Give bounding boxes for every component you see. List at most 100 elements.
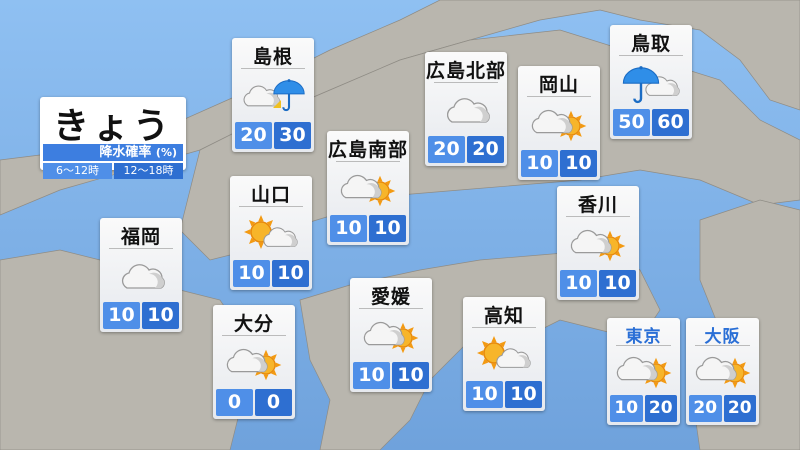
cloud-icon (340, 174, 382, 199)
cloud-icon (570, 229, 612, 254)
forecast-card: 岡山 10 10 (518, 66, 600, 180)
precip-afternoon: 10 (505, 381, 542, 408)
divider (336, 161, 400, 162)
precip-morning: 10 (466, 381, 503, 408)
area-name: 鳥取 (630, 33, 671, 55)
area-name: 愛媛 (370, 286, 411, 308)
precip-afternoon: 10 (560, 150, 597, 177)
forecast-card: 大分 0 0 (213, 305, 295, 419)
precip-afternoon: 10 (369, 215, 406, 242)
precip-afternoon: 60 (652, 109, 689, 136)
area-name: 高知 (483, 305, 524, 327)
divider (695, 345, 750, 346)
divider (359, 308, 423, 309)
precip-morning: 20 (235, 122, 272, 149)
precip-morning: 10 (233, 260, 270, 287)
period-morning: 6～12時 (43, 163, 112, 179)
forecast-card: 高知 10 10 (463, 297, 545, 411)
cloud-icon (531, 109, 573, 134)
cloud-sun-weather-icon (616, 356, 672, 389)
precip-morning: 10 (330, 215, 367, 242)
precip-afternoon: 20 (467, 136, 504, 163)
forecast-card: 香川 10 10 (557, 186, 639, 300)
precip-afternoon: 10 (599, 270, 636, 297)
cloud-sun-weather-icon (340, 174, 396, 207)
forecast-card: 広島北部 20 20 (425, 52, 507, 166)
precip-values: 10 10 (103, 302, 179, 329)
precip-afternoon: 0 (255, 389, 292, 416)
divider (239, 206, 303, 207)
precip-morning: 10 (353, 362, 390, 389)
precip-values: 50 60 (613, 109, 689, 136)
area-name: 岡山 (538, 74, 579, 96)
precip-afternoon: 10 (392, 362, 429, 389)
precip-afternoon: 10 (142, 302, 179, 329)
cloud-icon (363, 321, 405, 346)
period-afternoon: 12～18時 (114, 163, 183, 179)
umbrella-cloud-weather-icon (622, 66, 680, 104)
cloud-weather-icon (121, 264, 165, 289)
cloud-sun-weather-icon (363, 321, 419, 354)
forecast-card: 広島南部 10 10 (327, 131, 409, 245)
precip-label: 降水確率 (%) (43, 144, 183, 161)
precip-values: 10 10 (353, 362, 429, 389)
area-name: 広島南部 (327, 139, 408, 161)
precip-values: 20 20 (428, 136, 504, 163)
precip-values: 10 10 (466, 381, 542, 408)
cloud-icon (263, 227, 298, 247)
divider (222, 335, 286, 336)
precip-morning: 10 (103, 302, 140, 329)
cloud-icon (496, 348, 531, 368)
precip-values: 10 10 (521, 150, 597, 177)
area-name: 香川 (577, 194, 618, 216)
forecast-card: 鳥取 50 60 (610, 25, 692, 139)
precip-morning: 50 (613, 109, 650, 136)
title-panel: きょう 降水確率 (%) 6～12時 12～18時 (40, 97, 186, 179)
sun-cloud-weather-icon (244, 215, 298, 249)
cloud-icon (695, 356, 737, 381)
area-name: 東京 (625, 327, 662, 347)
title-today: きょう (52, 106, 173, 147)
forecast-card: 東京 10 20 (607, 318, 680, 425)
cloud-icon (616, 356, 658, 381)
area-name: 山口 (250, 184, 291, 206)
precip-unit: (%) (155, 146, 177, 159)
forecast-card: 山口 10 10 (230, 176, 312, 290)
period-headers: 6～12時 12～18時 (43, 163, 183, 179)
divider (619, 55, 683, 56)
cloud-sun-weather-icon (226, 348, 282, 381)
precip-afternoon: 30 (274, 122, 311, 149)
umbrella-icon (622, 66, 660, 104)
divider (241, 68, 305, 69)
forecast-card: 島根 20 30 (232, 38, 314, 152)
area-name: 大阪 (704, 327, 741, 347)
divider (616, 345, 671, 346)
cloud-icon (446, 98, 490, 123)
sun-cloud-weather-icon (477, 336, 531, 370)
precip-afternoon: 10 (272, 260, 309, 287)
precip-morning: 20 (428, 136, 465, 163)
divider (566, 216, 630, 217)
forecast-card: 福岡 10 10 (100, 218, 182, 332)
divider (527, 96, 591, 97)
precip-values: 10 20 (610, 395, 677, 422)
forecast-card: 愛媛 10 10 (350, 278, 432, 392)
area-name: 福岡 (120, 226, 161, 248)
divider (472, 327, 536, 328)
cloud-weather-icon (446, 98, 490, 123)
forecast-card: 大阪 20 20 (686, 318, 759, 425)
precip-morning: 10 (521, 150, 558, 177)
precip-afternoon: 20 (644, 395, 677, 422)
precip-values: 20 30 (235, 122, 311, 149)
divider (434, 82, 498, 83)
cloud-icon (226, 348, 268, 373)
cloud-umbrella-weather-icon (243, 79, 305, 112)
precip-morning: 20 (689, 395, 722, 422)
cloud-sun-weather-icon (695, 356, 751, 389)
precip-morning: 10 (560, 270, 597, 297)
precip-morning: 0 (216, 389, 253, 416)
cloud-icon (121, 264, 165, 289)
precip-text: 降水確率 (99, 145, 152, 160)
cloud-sun-weather-icon (531, 109, 587, 142)
